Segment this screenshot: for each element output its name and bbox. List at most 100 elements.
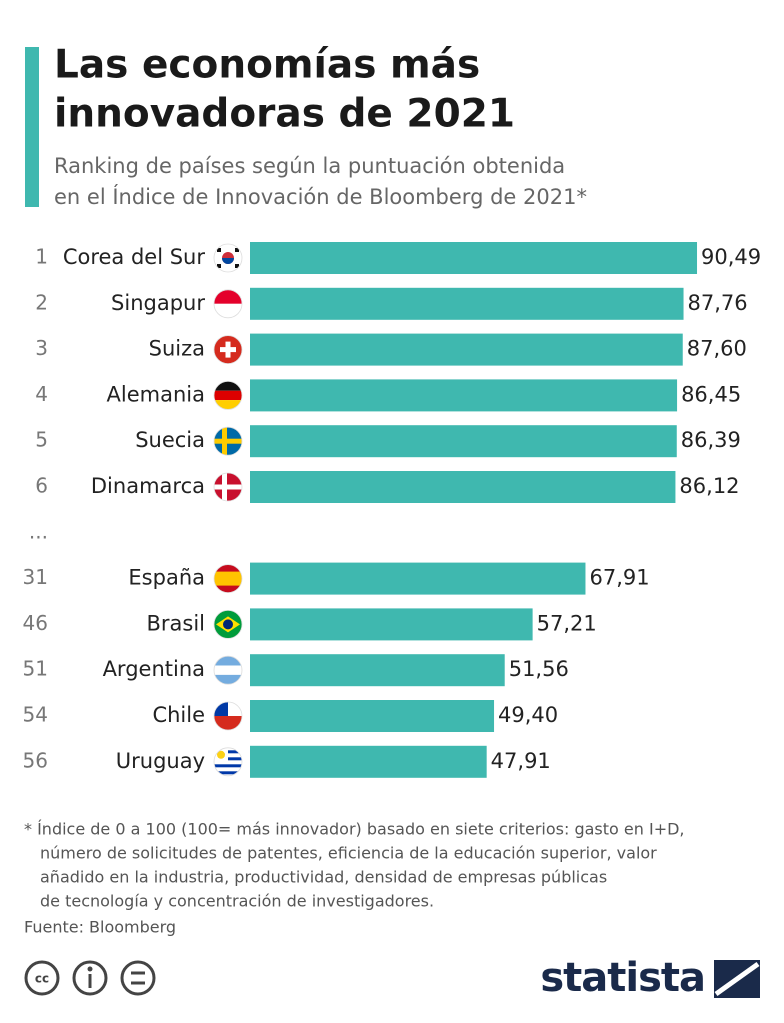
- flag-border: [213, 655, 243, 685]
- flag-part: [214, 656, 242, 666]
- flag-part: [214, 289, 242, 304]
- flag-icon: [214, 702, 242, 730]
- flag-border: [213, 610, 243, 639]
- bar: [250, 425, 677, 458]
- subtitle: en el Índice de Innovación de Bloomberg …: [54, 184, 587, 209]
- license-icons: [24, 960, 156, 996]
- y-tick-label: Dinamarca: [91, 474, 205, 498]
- value-label: 87,76: [688, 291, 748, 315]
- value-label: 86,39: [681, 428, 741, 452]
- flag-icon: [214, 427, 242, 456]
- flag-part: [217, 264, 221, 268]
- rank: 6: [35, 474, 48, 498]
- bar: [250, 700, 495, 732]
- rank: 51: [23, 657, 48, 681]
- bar: [250, 654, 505, 687]
- flag-part: [214, 400, 242, 410]
- value-label: 86,12: [679, 474, 739, 498]
- flag-part: [217, 750, 225, 759]
- bar: [250, 333, 683, 366]
- rank: 2: [35, 290, 48, 314]
- bar: [250, 745, 487, 778]
- flag-part: [214, 564, 242, 572]
- value-label: 90,49: [701, 245, 761, 269]
- cc-label: cc: [35, 972, 49, 986]
- flag-part: [220, 347, 236, 353]
- y-tick-label: Brasil: [146, 611, 205, 635]
- flag-icon: [214, 244, 242, 272]
- rank: 56: [23, 748, 48, 772]
- value-label: 51,56: [509, 657, 569, 681]
- note: de tecnología y concentración de investi…: [40, 892, 434, 911]
- flag-icon: [214, 610, 242, 639]
- flag-part: [214, 303, 242, 318]
- y-tick-label: Uruguay: [116, 749, 205, 773]
- bar: [250, 242, 698, 274]
- chart-title: Las economías más: [54, 43, 480, 88]
- flag-border: [213, 289, 243, 319]
- accent-bar: [25, 47, 39, 207]
- y-tick-label: Chile: [152, 703, 205, 727]
- note: * Índice de 0 a 100 (100= más innovador)…: [24, 820, 685, 839]
- source: Fuente: Bloomberg: [24, 918, 176, 937]
- note: añadido en la industria, productividad, …: [40, 868, 607, 887]
- y-tick-label: Suiza: [149, 337, 205, 361]
- rank: 1: [35, 245, 48, 269]
- flag-part: [214, 381, 242, 391]
- y-tick-label: Singapur: [111, 291, 205, 315]
- flag-part: [214, 438, 242, 444]
- flag-part: [214, 484, 242, 490]
- flag-part: [235, 248, 239, 252]
- flag-icon: [214, 335, 242, 364]
- flag-border: [213, 747, 243, 777]
- value-label: 87,60: [687, 337, 747, 361]
- flag-border: [213, 701, 243, 731]
- bar: [250, 471, 676, 503]
- y-tick-label: Argentina: [103, 657, 205, 681]
- rank: 31: [23, 565, 48, 589]
- flag-border: [213, 426, 243, 456]
- bar: [250, 287, 684, 320]
- rank: 4: [35, 382, 48, 406]
- rank: 46: [23, 611, 48, 635]
- bar: [250, 379, 678, 412]
- brand: statista: [540, 955, 705, 1001]
- y-tick-label: Suecia: [135, 428, 205, 452]
- rank: 3: [35, 336, 48, 360]
- subtitle: Ranking de países según la puntuación ob…: [54, 154, 565, 178]
- flag-part: [235, 264, 239, 268]
- flag-part: [214, 674, 242, 685]
- flag-border: [213, 564, 243, 593]
- bar: [250, 608, 533, 641]
- rank: ...: [29, 519, 48, 543]
- flag-icon: [214, 564, 242, 593]
- flag-part: [214, 665, 242, 675]
- value-label: 47,91: [491, 749, 551, 773]
- value-label: 86,45: [681, 382, 741, 406]
- flag-border: [213, 472, 243, 502]
- flag-part: [217, 248, 221, 252]
- flag-icon: [214, 289, 242, 318]
- rank: 54: [23, 703, 48, 727]
- flag-part: [214, 716, 242, 730]
- brand-icon: [714, 960, 760, 998]
- flag-border: [213, 243, 243, 273]
- flag-part: [214, 764, 242, 768]
- chart-title: innovadoras de 2021: [54, 92, 515, 137]
- flag-part: [214, 585, 242, 593]
- y-tick-label: España: [128, 566, 205, 590]
- flag-part: [222, 258, 234, 264]
- value-label: 57,21: [537, 611, 597, 635]
- value-label: 67,91: [589, 566, 649, 590]
- flag-part: [223, 619, 233, 630]
- bar: [250, 562, 586, 595]
- flag-part: [214, 390, 242, 401]
- y-tick-label: Corea del Sur: [63, 245, 206, 269]
- rank: 5: [35, 428, 48, 452]
- flag-part: [214, 771, 242, 775]
- flag-border: [213, 335, 243, 365]
- value-label: 49,40: [498, 703, 558, 727]
- flag-icon: [214, 473, 242, 501]
- note: número de solicitudes de patentes, efici…: [40, 844, 657, 863]
- y-tick-label: Alemania: [107, 382, 205, 406]
